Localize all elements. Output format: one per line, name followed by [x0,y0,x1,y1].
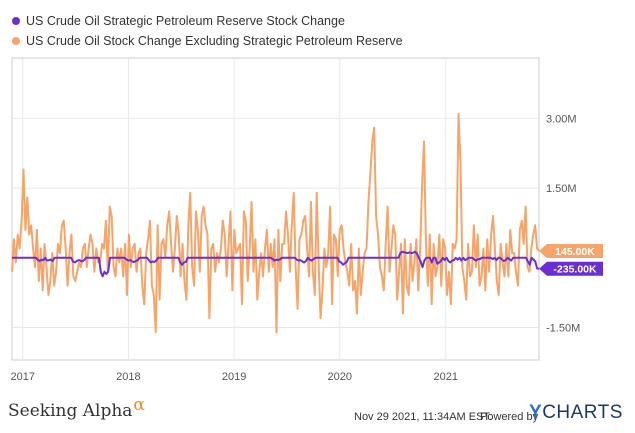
ycharts-y-icon: Y [529,402,543,423]
x-tick-label: 2021 [434,371,458,383]
legend-dot-spr [12,17,20,25]
ycharts-text: CHARTS [542,402,623,423]
y-tick-label: 3.00M [546,113,577,125]
last-value-labels: 145.00K -235.00K [539,244,603,276]
brand-text: Seeking Alpha [8,401,133,421]
alpha-icon: α [133,395,145,415]
last-value-badge-0: -235.00K [539,261,603,276]
y-tick-label: 1.50M [546,183,577,195]
legend-dot-excl-spr [12,37,20,45]
timestamp: Nov 29 2021, 11:34AM EST. [354,411,492,423]
powered-by-label: Powered by [480,411,539,423]
legend-item-excl-spr[interactable]: US Crude Oil Stock Change Excluding Stra… [12,31,403,51]
x-tick-label: 2020 [328,371,352,383]
legend-label-spr: US Crude Oil Strategic Petroleum Reserve… [26,14,345,28]
last-value-badge-1: 145.00K [539,244,603,259]
y-tick-label: -1.50M [546,322,580,334]
plot-lines [11,112,540,334]
legend: US Crude Oil Strategic Petroleum Reserve… [12,11,403,51]
badge-label: 145.00K [555,246,595,258]
ycharts-logo[interactable]: YCHARTS [529,402,623,424]
seeking-alpha-logo[interactable]: Seeking Alphaα [8,395,145,421]
legend-label-excl-spr: US Crude Oil Stock Change Excluding Stra… [26,34,403,48]
x-tick-label: 2019 [222,371,246,383]
y-axis-ticks: 3.00M 1.50M -1.50M [546,113,580,334]
badge-label: -235.00K [553,264,597,276]
footer: Seeking Alphaα Nov 29 2021, 11:34AM EST.… [0,395,635,433]
legend-item-spr[interactable]: US Crude Oil Strategic Petroleum Reserve… [12,11,403,31]
x-axis-ticks: 2017 2018 2019 2020 2021 [10,371,458,383]
x-tick-label: 2017 [10,371,34,383]
x-tick-label: 2018 [116,371,140,383]
badge-shape [539,244,603,259]
badge-shape [539,261,603,276]
series-line-0 [12,250,540,278]
